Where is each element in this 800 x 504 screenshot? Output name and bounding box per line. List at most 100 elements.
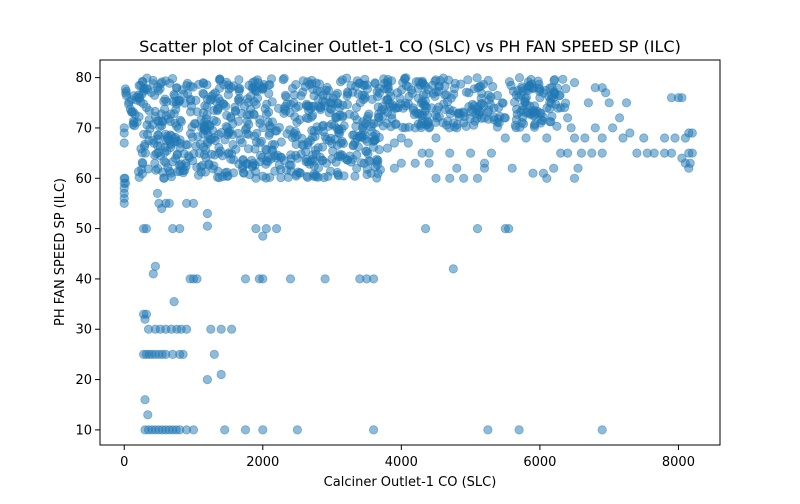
data-point — [143, 164, 153, 174]
data-point — [200, 167, 210, 177]
data-point — [483, 425, 493, 435]
data-point — [350, 171, 360, 181]
data-point — [258, 231, 268, 241]
data-point — [357, 132, 367, 142]
data-point — [333, 171, 343, 181]
data-point — [272, 126, 282, 136]
x-tick-label: 4000 — [385, 455, 418, 470]
data-point — [521, 108, 531, 118]
data-point — [373, 169, 383, 179]
data-point — [364, 109, 374, 119]
data-point — [670, 133, 680, 143]
data-point — [547, 111, 557, 121]
data-point — [119, 123, 129, 133]
data-point — [604, 98, 614, 108]
data-point — [194, 79, 204, 90]
data-point — [278, 75, 288, 85]
data-point — [618, 133, 628, 143]
data-point — [238, 161, 248, 171]
data-point — [301, 113, 311, 123]
data-point — [198, 129, 208, 139]
data-point — [243, 144, 254, 154]
data-point — [400, 74, 410, 84]
data-point — [542, 133, 552, 143]
data-point — [275, 165, 286, 175]
data-point — [198, 88, 208, 98]
data-point — [276, 137, 286, 147]
data-point — [304, 101, 314, 111]
data-point — [264, 80, 274, 90]
data-point — [607, 123, 618, 133]
data-point — [334, 103, 345, 113]
data-point — [132, 92, 142, 102]
data-point — [303, 77, 313, 87]
data-point — [119, 138, 129, 148]
data-point — [583, 98, 594, 108]
data-point — [301, 147, 311, 157]
data-point — [280, 102, 290, 112]
data-point — [520, 97, 530, 107]
data-point — [488, 112, 499, 122]
data-point — [150, 90, 160, 101]
data-point — [465, 113, 475, 124]
data-point — [530, 119, 540, 129]
data-point — [188, 198, 199, 208]
data-point — [209, 349, 219, 359]
data-point — [401, 101, 411, 111]
data-point — [331, 157, 341, 167]
data-point — [291, 171, 301, 181]
x-tick-label: 6000 — [523, 455, 556, 470]
data-point — [182, 140, 193, 150]
data-point — [335, 149, 345, 160]
data-point — [141, 83, 151, 93]
data-point — [558, 74, 568, 84]
data-point — [214, 142, 224, 153]
y-tick-label: 20 — [75, 373, 92, 388]
data-point — [549, 163, 559, 173]
data-point — [349, 111, 359, 121]
x-axis: 0 2000 4000 6000 8000 — [120, 445, 695, 470]
data-point — [414, 77, 424, 87]
data-point — [368, 425, 379, 435]
data-point — [224, 148, 234, 158]
y-tick-label: 70 — [75, 121, 92, 136]
data-point — [489, 103, 499, 113]
data-point — [162, 133, 172, 144]
data-point — [150, 261, 160, 271]
data-point — [348, 87, 358, 97]
data-point — [632, 148, 642, 158]
data-point — [240, 425, 251, 435]
data-point — [261, 145, 272, 155]
data-point — [514, 73, 525, 83]
data-point — [514, 425, 524, 435]
data-point — [508, 86, 518, 96]
data-point — [351, 103, 361, 113]
data-point — [169, 296, 179, 307]
data-point — [202, 221, 212, 231]
data-point — [144, 106, 154, 116]
data-point — [424, 148, 434, 158]
data-point — [138, 99, 148, 109]
data-point — [204, 160, 214, 170]
data-point — [179, 89, 189, 99]
data-point — [334, 125, 344, 135]
data-point — [408, 105, 419, 115]
data-point — [258, 84, 268, 94]
x-tick-label: 0 — [120, 455, 128, 470]
data-point — [291, 80, 301, 90]
data-point — [251, 224, 261, 234]
data-point — [445, 148, 455, 158]
data-point — [521, 133, 531, 143]
data-point — [403, 138, 413, 148]
data-point — [614, 113, 625, 123]
data-point — [396, 85, 407, 95]
data-point — [552, 121, 562, 131]
y-tick-label: 30 — [75, 323, 92, 338]
data-point — [621, 98, 632, 108]
y-tick-label: 80 — [75, 71, 92, 86]
data-point — [227, 324, 237, 334]
data-point — [164, 198, 174, 208]
data-point — [212, 104, 222, 115]
data-point — [202, 80, 212, 90]
